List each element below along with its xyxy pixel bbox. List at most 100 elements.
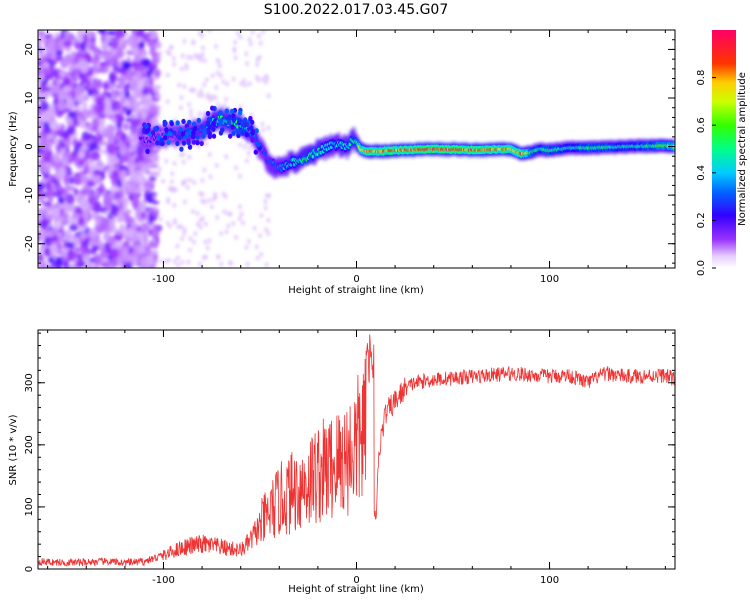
ridge-scatter xyxy=(190,130,196,136)
noise-blob xyxy=(133,236,143,243)
noise-blob xyxy=(124,90,131,99)
noise-blob xyxy=(199,88,203,94)
ridge-scatter xyxy=(181,118,186,124)
noise-blob xyxy=(95,173,101,185)
noise-blob xyxy=(145,255,155,267)
noise-blob xyxy=(245,261,250,267)
noise-blob xyxy=(40,219,49,230)
noise-blob xyxy=(157,84,161,90)
noise-blob xyxy=(255,255,260,261)
noise-blob xyxy=(117,189,125,199)
noise-blob xyxy=(58,197,65,205)
noise-blob xyxy=(242,78,246,83)
noise-blob xyxy=(80,241,86,250)
ridge-scatter xyxy=(229,108,235,114)
colorbar-tick-label: 0.2 xyxy=(696,212,707,228)
noise-blob xyxy=(228,211,233,217)
noise-blob xyxy=(154,93,159,98)
ridge-scatter xyxy=(210,105,215,111)
ridge-scatter xyxy=(256,141,261,148)
noise-blob xyxy=(203,58,207,64)
noise-blob xyxy=(102,65,110,74)
ridge-scatter xyxy=(175,140,180,147)
noise-blob xyxy=(77,150,86,159)
noise-blob xyxy=(182,38,187,44)
noise-blob xyxy=(97,162,104,172)
noise-blob xyxy=(261,127,265,133)
noise-blob xyxy=(80,192,86,199)
noise-blob xyxy=(183,199,187,205)
noise-blob xyxy=(129,81,138,93)
noise-blob xyxy=(67,111,77,119)
ridge-scatter xyxy=(237,110,243,116)
noise-blob xyxy=(206,245,210,251)
noise-blob xyxy=(39,246,44,255)
noise-blob xyxy=(105,30,116,36)
noise-blob xyxy=(111,170,119,177)
noise-blob xyxy=(144,190,149,203)
y-tick-label: -20 xyxy=(24,236,35,252)
noise-blob xyxy=(267,193,272,199)
noise-blob xyxy=(79,119,86,129)
noise-blob xyxy=(95,68,102,74)
ridge-scatter xyxy=(244,132,249,138)
noise-blob xyxy=(57,89,68,102)
ridge-scatter xyxy=(166,139,171,145)
noise-blob xyxy=(89,141,99,150)
ridge-scatter xyxy=(187,144,193,150)
noise-blob xyxy=(100,247,106,257)
noise-blob xyxy=(215,163,219,168)
noise-blob xyxy=(96,79,103,89)
noise-blob xyxy=(257,33,262,39)
noise-blob xyxy=(85,121,90,126)
noise-blob xyxy=(137,110,142,121)
noise-blob xyxy=(46,41,56,54)
noise-blob xyxy=(96,124,106,134)
ridge-scatter xyxy=(195,134,200,140)
noise-blob xyxy=(165,49,170,55)
noise-blob xyxy=(203,239,208,245)
noise-blob xyxy=(91,213,97,220)
noise-blob xyxy=(50,227,58,236)
noise-blob xyxy=(41,138,49,151)
noise-blob xyxy=(107,132,115,143)
colorbar-ticks: 0.0 0.2 0.4 0.6 0.8 xyxy=(696,70,716,276)
noise-blob xyxy=(39,36,46,43)
noise-blob xyxy=(49,85,59,95)
noise-blob xyxy=(98,140,108,147)
noise-blob xyxy=(158,50,162,56)
noise-blob xyxy=(180,259,185,265)
noise-blob xyxy=(90,110,96,116)
ridge-scatter xyxy=(175,120,180,126)
noise-blob xyxy=(116,228,122,236)
noise-blob xyxy=(114,113,123,120)
noise-blob xyxy=(168,45,173,51)
noise-blob xyxy=(81,108,92,119)
noise-blob xyxy=(48,256,55,264)
noise-blob xyxy=(92,201,102,214)
noise-blob xyxy=(112,75,118,82)
y-tick-label: 10 xyxy=(24,92,35,105)
noise-blob xyxy=(50,208,55,214)
noise-blob xyxy=(232,76,236,82)
noise-blob xyxy=(43,229,53,236)
noise-blob xyxy=(54,32,61,38)
noise-blob xyxy=(138,100,143,106)
noise-blob xyxy=(176,255,180,261)
noise-blob xyxy=(91,118,100,127)
ridge-scatter xyxy=(196,117,201,123)
noise-blob xyxy=(138,47,146,55)
noise-blob xyxy=(246,151,251,156)
noise-blob xyxy=(261,76,265,82)
noise-blob xyxy=(122,262,130,268)
noise-blob xyxy=(45,51,52,60)
noise-blob xyxy=(115,198,120,206)
noise-blob xyxy=(181,181,186,187)
noise-blob xyxy=(153,206,158,212)
noise-blob xyxy=(136,245,141,254)
noise-blob xyxy=(153,146,157,151)
noise-blob xyxy=(71,68,81,77)
ridge-scatter xyxy=(145,148,150,154)
noise-blob xyxy=(238,173,242,179)
noise-blob xyxy=(51,120,59,132)
